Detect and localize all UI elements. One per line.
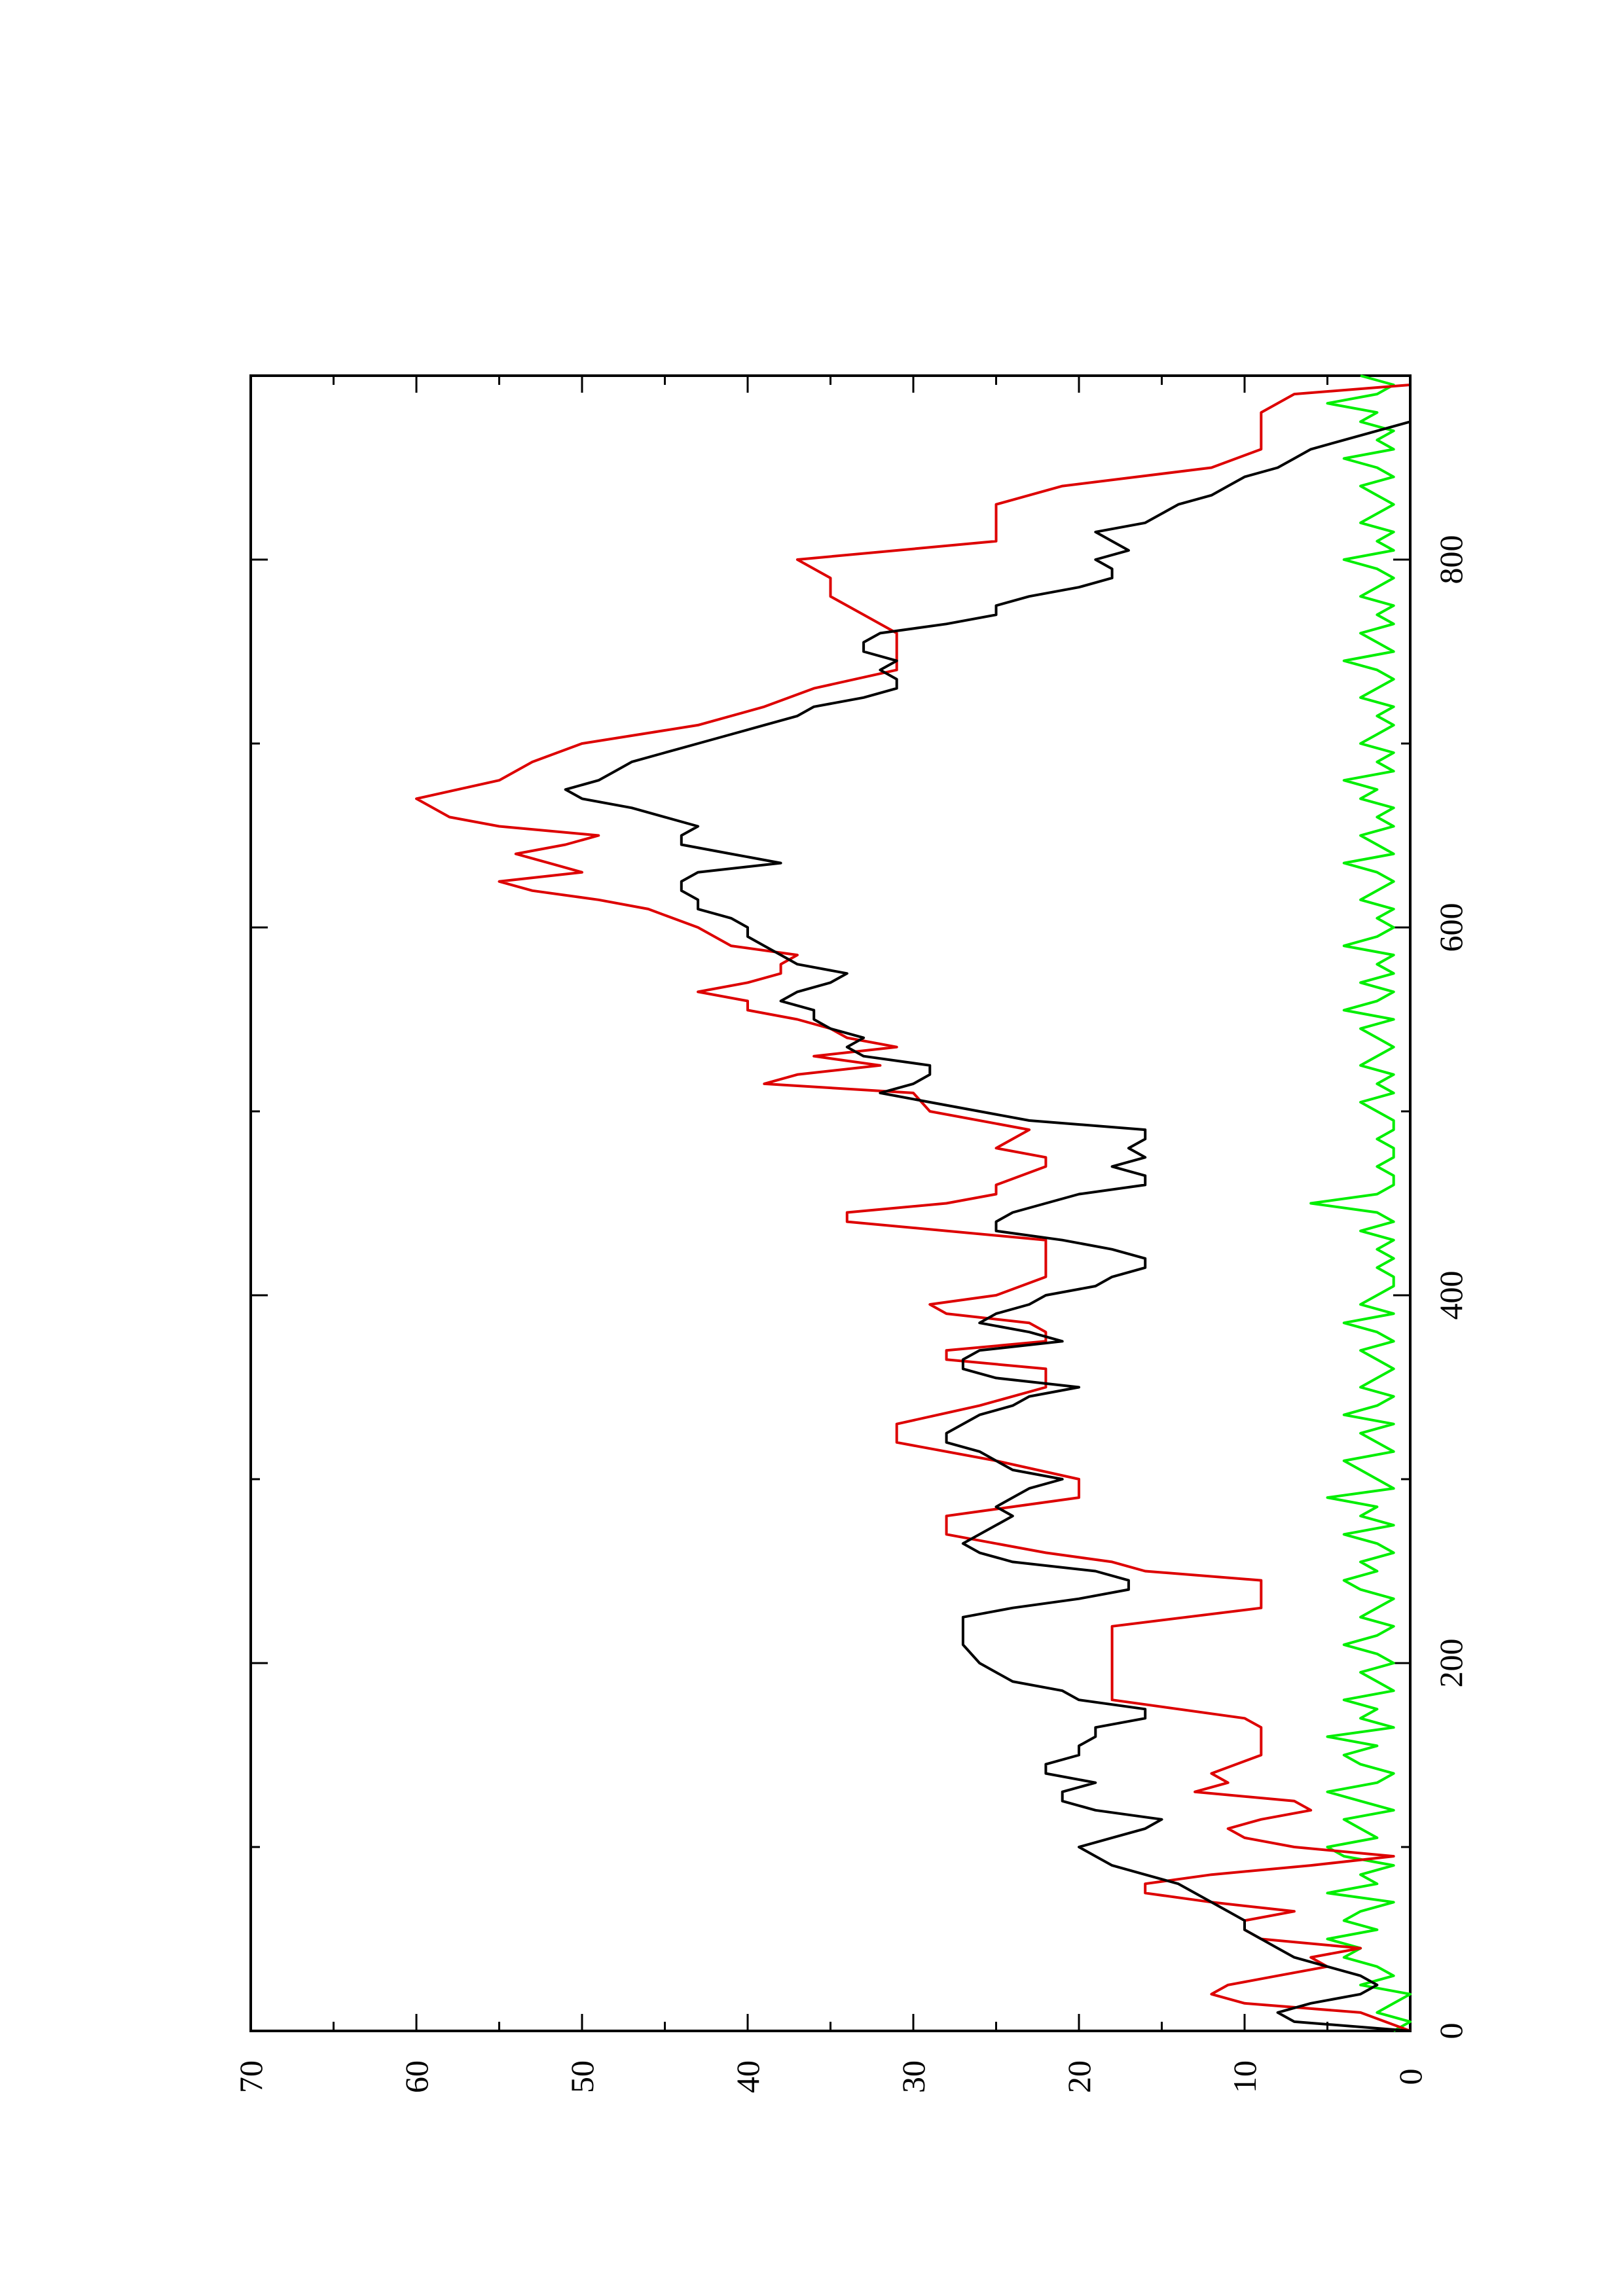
tick-label-layer: 0 200 400 600 800 0 10 20 30 40 50 60 70 [232,535,1469,2094]
plot-frame [249,374,1412,2032]
y-tick-label: 70 [232,2060,269,2093]
series-green-line [1309,374,1412,2032]
series-black-line [564,376,1412,2032]
x-tick-label: 400 [1432,1271,1469,1320]
x-tick-label: 0 [1432,2023,1469,2039]
x-tick-label: 600 [1432,903,1469,952]
y-tick-label: 0 [1392,2069,1429,2085]
tick-layer [249,376,1412,2032]
y-tick-label: 60 [398,2060,435,2093]
y-tick-label: 50 [564,2060,600,2093]
y-tick-label: 30 [895,2060,932,2093]
y-tick-label: 40 [729,2060,766,2093]
y-tick-label: 20 [1061,2060,1097,2093]
series-layer [415,374,1412,2032]
x-tick-label: 800 [1432,535,1469,584]
x-tick-label: 200 [1432,1639,1469,1688]
y-tick-label: 10 [1226,2060,1263,2093]
series-red-line [415,376,1412,2032]
